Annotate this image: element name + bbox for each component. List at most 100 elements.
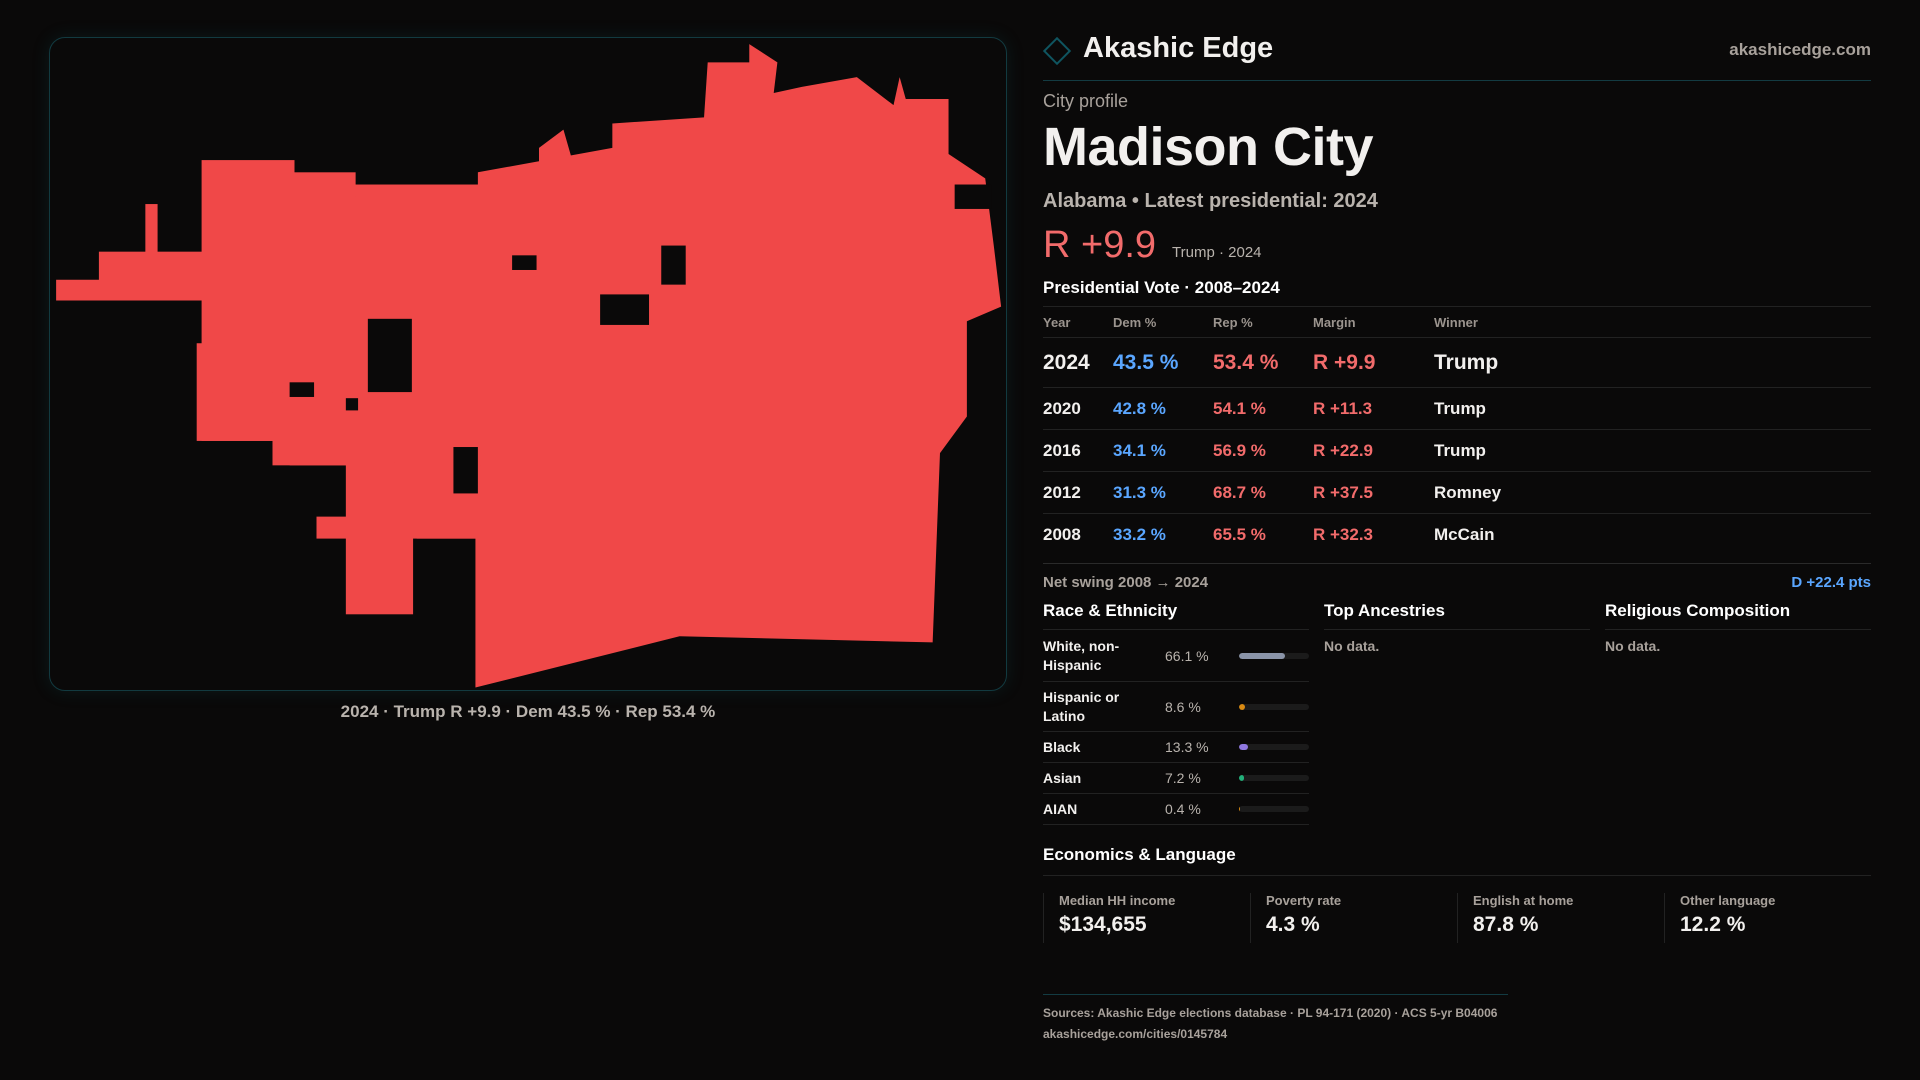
table-row: 2020 42.8 % 54.1 % R +11.3 Trump [1043, 387, 1871, 430]
race-bar-fill [1239, 806, 1241, 812]
cell-winner: McCain [1434, 513, 1871, 556]
table-header: Year Dem % Rep % Margin Winner [1043, 306, 1871, 338]
cell-rep: 65.5 % [1213, 513, 1313, 556]
cell-rep: 56.9 % [1213, 429, 1313, 472]
cell-dem: 34.1 % [1113, 429, 1213, 472]
diamond-logo-icon [1042, 36, 1072, 65]
page-title: Madison City [1043, 117, 1374, 177]
page-subtitle: Alabama • Latest presidential: 2024 [1043, 190, 1378, 212]
cell-dem: 42.8 % [1113, 387, 1213, 430]
religion-empty: No data. [1605, 638, 1661, 654]
cell-margin: R +11.3 [1313, 387, 1434, 430]
cell-year: 2008 [1043, 513, 1113, 556]
race-row: AIAN 0.4 % [1043, 794, 1309, 825]
stat-card-poverty: Poverty rate 4.3 % [1250, 893, 1457, 943]
votes-heading: Presidential Vote · 2008–2024 [1043, 278, 1280, 297]
votes-table: Year Dem % Rep % Margin Winner 2024 43.5 … [1043, 306, 1871, 556]
cell-dem: 31.3 % [1113, 471, 1213, 514]
cell-rep: 68.7 % [1213, 471, 1313, 514]
stat-label: English at home [1473, 893, 1574, 908]
cell-margin: R +9.9 [1313, 337, 1434, 388]
cell-margin: R +32.3 [1313, 513, 1434, 556]
cell-dem: 33.2 % [1113, 513, 1213, 556]
race-row: Hispanic or Latino 8.6 % [1043, 682, 1309, 732]
city-url-link[interactable]: akashicedge.com/cities/0145784 [1043, 1027, 1228, 1041]
cell-winner: Trump [1434, 429, 1871, 472]
cell-year: 2020 [1043, 387, 1113, 430]
city-boundary [56, 44, 1002, 688]
race-row: Asian 7.2 % [1043, 763, 1309, 794]
race-label: AIAN [1043, 800, 1078, 817]
map-caption: 2024 · Trump R +9.9 · Dem 43.5 % · Rep 5… [340, 702, 716, 721]
cell-year: 2016 [1043, 429, 1113, 472]
col-winner: Winner [1434, 306, 1871, 338]
cell-winner: Romney [1434, 471, 1871, 514]
race-bar [1239, 703, 1309, 710]
race-pct: 13.3 % [1165, 739, 1209, 755]
table-row: 2008 33.2 % 65.5 % R +32.3 McCain [1043, 513, 1871, 556]
stat-value: 87.8 % [1473, 913, 1539, 936]
race-pct: 0.4 % [1165, 801, 1201, 817]
col-rep: Rep % [1213, 306, 1313, 338]
stat-value: $134,655 [1059, 913, 1147, 936]
race-bar-fill [1239, 744, 1249, 750]
margin-value: R +9.9 [1043, 224, 1157, 266]
race-label: Hispanic or Latino [1043, 688, 1120, 724]
religion-heading: Religious Composition [1605, 601, 1871, 630]
economics-cards: Median HH income $134,655 Poverty rate 4.3… [1043, 893, 1871, 943]
race-bar [1239, 775, 1309, 781]
race-section: Race & Ethnicity White, non-Hispanic 66.1… [1043, 601, 1309, 825]
ancestries-section: Top Ancestries No data. [1324, 601, 1590, 654]
footer: Sources: Akashic Edge elections database… [1043, 994, 1508, 1041]
cell-dem: 43.5 % [1113, 337, 1213, 388]
race-bar-fill [1239, 652, 1286, 659]
table-row: 2012 31.3 % 68.7 % R +37.5 Romney [1043, 471, 1871, 514]
cell-rep: 53.4 % [1213, 337, 1313, 388]
race-bar [1239, 806, 1309, 812]
stat-card-other-language: Other language 12.2 % [1664, 893, 1871, 943]
race-bar-fill [1239, 775, 1245, 781]
stat-label: Median HH income [1059, 893, 1176, 908]
cell-year: 2012 [1043, 471, 1113, 514]
religion-section: Religious Composition No data. [1605, 601, 1871, 654]
race-pct: 66.1 % [1165, 647, 1209, 664]
ancestries-heading: Top Ancestries [1324, 601, 1590, 630]
ancestries-empty: No data. [1324, 638, 1380, 654]
city-boundary-map [56, 44, 1002, 688]
stat-label: Other language [1680, 893, 1776, 908]
race-row: White, non-Hispanic 66.1 % [1043, 630, 1309, 682]
cell-rep: 54.1 % [1213, 387, 1313, 430]
city-map[interactable] [49, 37, 1007, 691]
race-pct: 8.6 % [1165, 698, 1201, 715]
site-link[interactable]: akashicedge.com [1729, 40, 1871, 59]
brand[interactable]: Akashic Edge [1042, 32, 1274, 65]
race-label: White, non-Hispanic [1043, 637, 1120, 673]
cell-winner: Trump [1434, 337, 1871, 388]
col-year: Year [1043, 306, 1113, 338]
race-row: Black 13.3 % [1043, 732, 1309, 763]
race-heading: Race & Ethnicity [1043, 601, 1309, 630]
net-swing-label: Net swing 2008 → 2024 [1043, 574, 1209, 591]
race-label: Asian [1043, 769, 1082, 786]
cell-year: 2024 [1043, 337, 1113, 388]
page-kicker: City profile [1043, 91, 1129, 111]
stat-card-income: Median HH income $134,655 [1043, 893, 1250, 943]
table-row: 2024 43.5 % 53.4 % R +9.9 Trump [1043, 337, 1871, 388]
stat-label: Poverty rate [1266, 893, 1342, 908]
race-bar-fill [1239, 703, 1246, 710]
stat-card-english: English at home 87.8 % [1457, 893, 1664, 943]
net-swing: Net swing 2008 → 2024 D +22.4 pts [1043, 563, 1871, 591]
map-holes [289, 184, 992, 494]
col-margin: Margin [1313, 306, 1434, 338]
economics-heading: Economics & Language [1043, 845, 1871, 876]
winner-note: Trump · 2024 [1172, 244, 1262, 261]
divider [1043, 80, 1871, 81]
race-bar [1239, 652, 1309, 659]
race-pct: 7.2 % [1165, 770, 1201, 786]
cell-margin: R +22.9 [1313, 429, 1434, 472]
cell-margin: R +37.5 [1313, 471, 1434, 514]
stat-value: 4.3 % [1266, 913, 1320, 936]
brand-name: Akashic Edge [1083, 32, 1274, 64]
stat-value: 12.2 % [1680, 913, 1746, 936]
latest-margin: R +9.9 Trump · 2024 [1043, 224, 1262, 267]
